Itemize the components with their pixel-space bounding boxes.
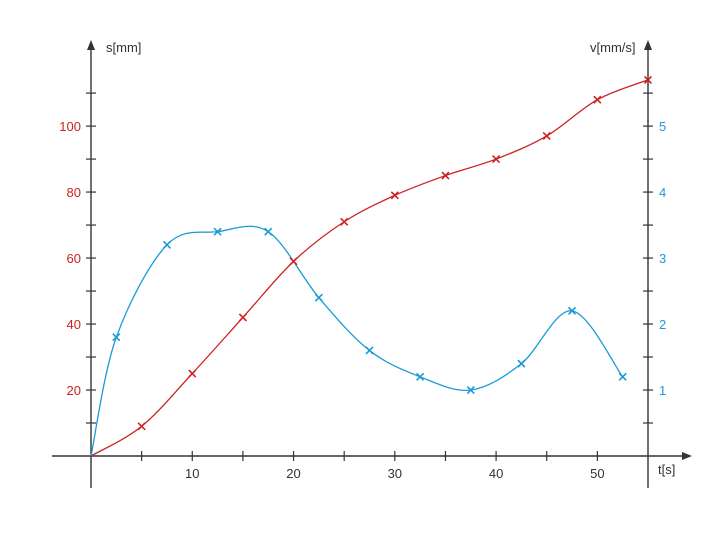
left-y-axis-label: s[mm]	[106, 40, 141, 55]
right-y-tick-label: 5	[659, 119, 666, 134]
v-data-point	[213, 227, 222, 236]
v-data-point	[162, 240, 172, 249]
right-y-axis-arrow	[644, 40, 652, 50]
s-data-point	[441, 171, 450, 180]
x-tick-label: 50	[590, 466, 604, 481]
right-y-tick-label: 1	[659, 383, 666, 398]
x-axis-label: t[s]	[658, 462, 675, 477]
right-y-axis-label: v[mm/s]	[590, 40, 636, 55]
left-y-tick-label: 20	[67, 383, 81, 398]
v-data-point	[517, 359, 526, 368]
v-data-point	[264, 227, 273, 236]
left-y-tick-label: 100	[59, 119, 81, 134]
x-tick-label: 10	[185, 466, 199, 481]
v-data-point	[466, 385, 475, 395]
v-data-point	[416, 372, 425, 381]
s-data-point	[289, 257, 298, 266]
x-tick-label: 30	[388, 466, 402, 481]
s-data-point	[542, 131, 551, 141]
right-y-tick-label: 4	[659, 185, 666, 200]
left-y-tick-label: 60	[67, 251, 81, 266]
v-series-line	[90, 225, 624, 457]
x-tick-label: 20	[286, 466, 300, 481]
data-markers	[112, 75, 653, 431]
tick-marks	[86, 92, 653, 461]
s-data-point	[390, 191, 399, 200]
tick-labels: 10 20 30 40 50 20 40 60 80 100 1 2 3 4 5	[59, 119, 666, 481]
left-y-tick-label: 80	[67, 185, 81, 200]
right-y-tick-label: 3	[659, 251, 666, 266]
s-data-point	[643, 75, 653, 84]
s-data-point	[593, 95, 602, 104]
s-series-line	[90, 79, 649, 457]
s-data-point	[340, 217, 349, 226]
v-data-point	[112, 333, 121, 342]
v-data-point	[314, 293, 323, 302]
series-lines	[90, 79, 649, 457]
left-y-tick-label: 40	[67, 317, 81, 332]
right-y-tick-label: 2	[659, 317, 666, 332]
s-data-point	[137, 422, 146, 431]
s-data-point	[238, 313, 247, 322]
left-y-axis-arrow	[87, 40, 95, 50]
v-data-point	[567, 306, 577, 315]
x-tick-label: 40	[489, 466, 503, 481]
s-data-point	[188, 369, 197, 378]
axes	[52, 40, 692, 488]
v-data-point	[365, 346, 374, 355]
v-data-point	[618, 372, 627, 381]
x-axis-arrow	[682, 452, 692, 460]
s-data-point	[492, 155, 501, 164]
